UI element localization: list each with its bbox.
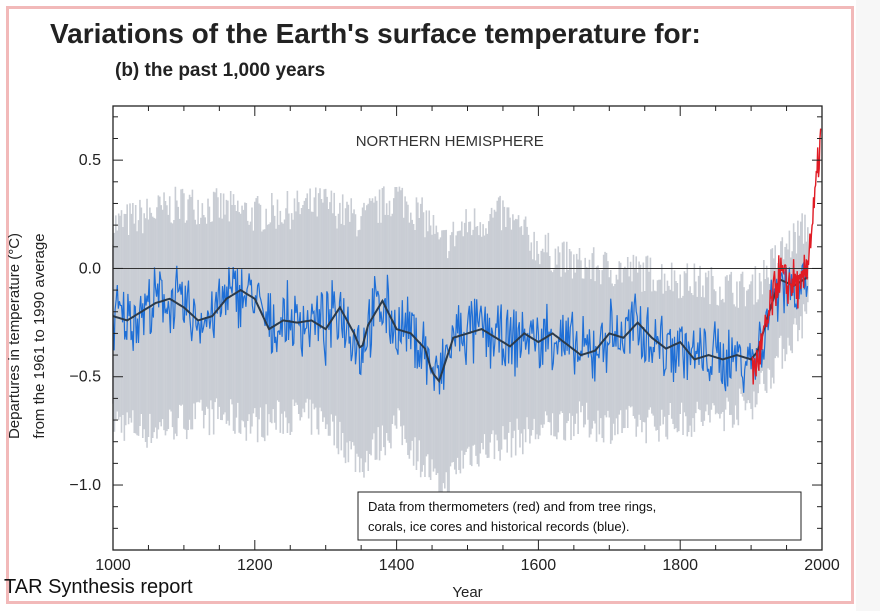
side-strip xyxy=(856,0,880,611)
figure-frame xyxy=(6,6,854,604)
figure-subtitle: (b) the past 1,000 years xyxy=(115,60,326,81)
legend-border xyxy=(357,491,802,541)
hemisphere-annotation: NORTHERN HEMISPHERE xyxy=(356,133,544,150)
legend-box: Data from thermometers (red) and from tr… xyxy=(357,491,802,541)
x-tick-label: 1000 xyxy=(95,557,131,574)
axis-ticks: 1000 1200 1400 1600 1800 2000 0.5 0.0 −0.5 −1.0 xyxy=(69,106,840,574)
x-tick-label: 1400 xyxy=(379,557,415,574)
uncertainty-band-layer xyxy=(112,186,809,505)
y-tick-label: 0.0 xyxy=(79,260,101,277)
smoothed-series xyxy=(112,276,809,384)
y-tick-label: −0.5 xyxy=(69,369,101,386)
proxy-annual-layer xyxy=(112,261,809,395)
figure-title: Variations of the Earth's surface temper… xyxy=(50,18,701,49)
y-axis-label-line2: from the 1961 to 1990 average xyxy=(31,233,48,438)
thermometer-series xyxy=(751,128,822,385)
proxy-annual-series xyxy=(112,261,809,395)
thermometer-series-layer xyxy=(751,128,822,385)
smoothed-series-layer xyxy=(112,276,809,384)
y-tick-label: −1.0 xyxy=(69,477,101,494)
x-tick-label: 1800 xyxy=(662,557,698,574)
x-tick-label: 2000 xyxy=(804,557,840,574)
source-footer: TAR Synthesis report xyxy=(4,576,193,598)
legend-text-line1: Data from thermometers (red) and from tr… xyxy=(368,499,656,514)
legend-text-line2: corals, ice cores and historical records… xyxy=(368,519,630,534)
x-tick-label: 1200 xyxy=(237,557,273,574)
y-tick-label: 0.5 xyxy=(79,152,101,169)
x-axis-label: Year xyxy=(452,584,482,601)
x-tick-label: 1600 xyxy=(521,557,557,574)
y-axis-label-line1: Departures in temperature (°C) xyxy=(6,233,23,439)
